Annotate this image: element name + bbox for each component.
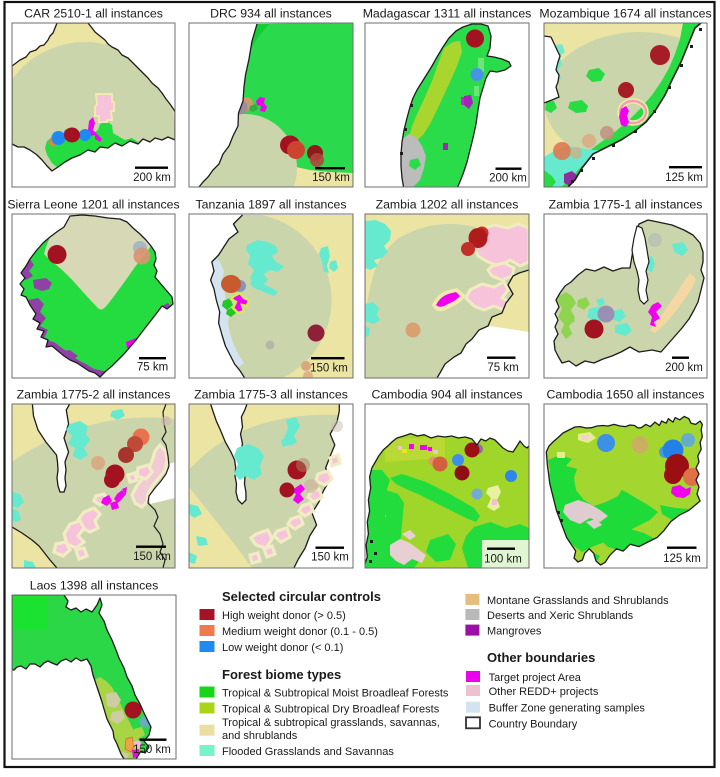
svg-text:125 km: 125 km bbox=[665, 172, 703, 184]
svg-text:Country Boundary: Country Boundary bbox=[489, 718, 578, 730]
svg-text:75 km: 75 km bbox=[487, 362, 518, 374]
svg-text:125 km: 125 km bbox=[663, 553, 701, 565]
svg-text:DRC 934 all instances: DRC 934 all instances bbox=[210, 7, 332, 21]
svg-text:150 km: 150 km bbox=[133, 551, 171, 563]
svg-text:Low weight donor (< 0.1): Low weight donor (< 0.1) bbox=[222, 642, 343, 654]
svg-text:Mozambique 1674 all instances: Mozambique 1674 all instances bbox=[539, 7, 711, 21]
svg-text:200 km: 200 km bbox=[489, 173, 527, 185]
svg-text:75 km: 75 km bbox=[137, 362, 168, 374]
svg-text:150 km: 150 km bbox=[310, 363, 348, 375]
svg-text:Target project Area: Target project Area bbox=[489, 672, 582, 684]
svg-text:Medium weight donor (0.1 - 0.5: Medium weight donor (0.1 - 0.5) bbox=[222, 626, 378, 638]
svg-text:CAR 2510-1 all instances: CAR 2510-1 all instances bbox=[24, 7, 163, 21]
svg-text:Sierra Leone 1201 all instance: Sierra Leone 1201 all instances bbox=[7, 198, 179, 212]
svg-text:High weight donor (> 0.5): High weight donor (> 0.5) bbox=[222, 610, 346, 622]
svg-text:Tropical & Subtropical Dry Bro: Tropical & Subtropical Dry Broadleaf For… bbox=[222, 704, 440, 716]
svg-text:Flooded Grasslands and Savanna: Flooded Grasslands and Savannas bbox=[222, 746, 394, 758]
svg-text:Buffer Zone generating samples: Buffer Zone generating samples bbox=[489, 703, 646, 715]
svg-text:Cambodia 1650 all instances: Cambodia 1650 all instances bbox=[547, 388, 705, 402]
svg-text:150 km: 150 km bbox=[311, 552, 349, 564]
svg-text:and shrublands: and shrublands bbox=[222, 730, 298, 742]
svg-text:Selected circular controls: Selected circular controls bbox=[222, 589, 381, 604]
svg-text:Forest biome types: Forest biome types bbox=[222, 667, 341, 682]
svg-text:150 km: 150 km bbox=[133, 744, 171, 756]
svg-text:Tropical & Subtropical Moist B: Tropical & Subtropical Moist Broadleaf F… bbox=[222, 688, 449, 700]
svg-text:100 km: 100 km bbox=[484, 554, 522, 566]
svg-text:Other REDD+ projects: Other REDD+ projects bbox=[489, 686, 599, 698]
svg-text:Tanzania 1897 all instances: Tanzania 1897 all instances bbox=[195, 198, 346, 212]
svg-text:Madagascar 1311 all instances: Madagascar 1311 all instances bbox=[363, 7, 532, 21]
svg-text:Zambia 1202 all instances: Zambia 1202 all instances bbox=[376, 198, 519, 212]
svg-text:Cambodia 904 all instances: Cambodia 904 all instances bbox=[371, 388, 522, 402]
svg-text:Montane Grasslands and Shrubla: Montane Grasslands and Shrublands bbox=[487, 595, 669, 607]
svg-text:Mangroves: Mangroves bbox=[487, 626, 542, 638]
svg-text:150 km: 150 km bbox=[312, 172, 350, 184]
svg-text:Laos 1398 all instances: Laos 1398 all instances bbox=[30, 579, 159, 593]
svg-text:Tropical & subtropical grassla: Tropical & subtropical grasslands, savan… bbox=[222, 717, 440, 729]
svg-text:200 km: 200 km bbox=[665, 362, 703, 374]
svg-text:Deserts and Xeric Shrublands: Deserts and Xeric Shrublands bbox=[487, 610, 634, 622]
svg-text:Other boundaries: Other boundaries bbox=[487, 650, 595, 665]
svg-text:Zambia 1775-2 all instances: Zambia 1775-2 all instances bbox=[17, 388, 171, 402]
svg-text:Zambia 1775-1 all instances: Zambia 1775-1 all instances bbox=[549, 198, 703, 212]
svg-text:Zambia 1775-3 all instances: Zambia 1775-3 all instances bbox=[194, 388, 348, 402]
svg-text:200 km: 200 km bbox=[133, 172, 171, 184]
